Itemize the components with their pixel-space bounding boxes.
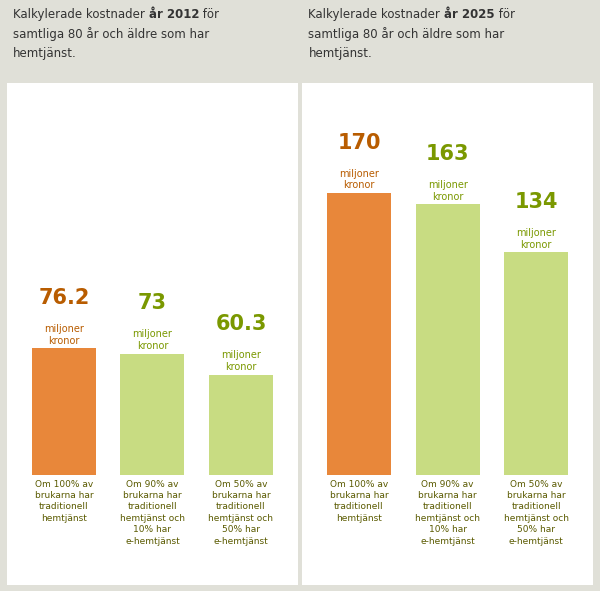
Text: 163: 163 <box>426 144 469 164</box>
Text: 134: 134 <box>514 192 558 212</box>
Text: Om 50% av
brukarna har
traditionell
hemtjänst och
50% har
e-hemtjänst: Om 50% av brukarna har traditionell hemt… <box>503 480 569 546</box>
Text: för: för <box>494 8 515 21</box>
Bar <box>209 375 273 475</box>
Text: Om 50% av
brukarna har
traditionell
hemtjänst och
50% har
e-hemtjänst: Om 50% av brukarna har traditionell hemt… <box>208 480 274 546</box>
Text: 60.3: 60.3 <box>215 314 266 335</box>
Bar <box>32 348 96 475</box>
Text: år 2025: år 2025 <box>444 8 494 21</box>
Text: Kalkylerade kostnader: Kalkylerade kostnader <box>308 8 444 21</box>
Text: Om 90% av
brukarna har
traditionell
hemtjänst och
10% har
e-hemtjänst: Om 90% av brukarna har traditionell hemt… <box>120 480 185 546</box>
Text: för: för <box>199 8 220 21</box>
Bar <box>504 252 568 475</box>
Text: hemtjänst.: hemtjänst. <box>13 47 77 60</box>
Text: 76.2: 76.2 <box>38 288 89 308</box>
Text: samtliga 80 år och äldre som har: samtliga 80 år och äldre som har <box>308 27 505 41</box>
Text: miljoner
kronor: miljoner kronor <box>339 168 379 190</box>
Text: Om 90% av
brukarna har
traditionell
hemtjänst och
10% har
e-hemtjänst: Om 90% av brukarna har traditionell hemt… <box>415 480 480 546</box>
Bar <box>121 353 184 475</box>
Text: miljoner
kronor: miljoner kronor <box>516 228 556 250</box>
Text: hemtjänst.: hemtjänst. <box>308 47 372 60</box>
Text: miljoner
kronor: miljoner kronor <box>133 329 172 351</box>
Text: Om 100% av
brukarna har
traditionell
hemtjänst: Om 100% av brukarna har traditionell hem… <box>35 480 93 523</box>
Text: år 2012: år 2012 <box>149 8 199 21</box>
Text: miljoner
kronor: miljoner kronor <box>44 324 84 346</box>
Bar <box>416 204 479 475</box>
Text: 170: 170 <box>337 132 381 152</box>
Text: Kalkylerade kostnader: Kalkylerade kostnader <box>13 8 149 21</box>
Text: miljoner
kronor: miljoner kronor <box>221 350 261 372</box>
Text: samtliga 80 år och äldre som har: samtliga 80 år och äldre som har <box>13 27 209 41</box>
Text: 73: 73 <box>138 293 167 313</box>
Text: miljoner
kronor: miljoner kronor <box>428 180 467 202</box>
Text: Om 100% av
brukarna har
traditionell
hemtjänst: Om 100% av brukarna har traditionell hem… <box>330 480 388 523</box>
Bar <box>327 193 391 475</box>
